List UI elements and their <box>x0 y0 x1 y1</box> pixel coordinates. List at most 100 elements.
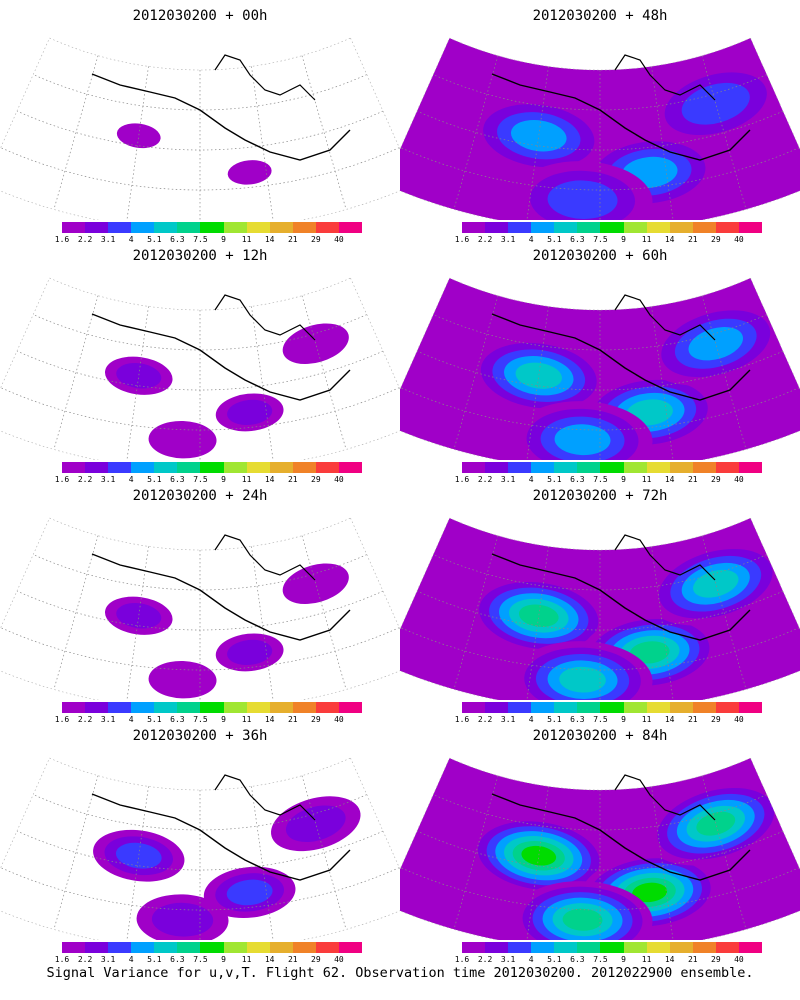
colorbar-segment <box>85 462 109 473</box>
latitude-line <box>33 74 367 111</box>
colorbar-tick-label: 7.5 <box>593 235 608 244</box>
colorbar-segment <box>715 462 739 473</box>
colorbar-segment <box>646 702 670 713</box>
variance-map <box>400 517 800 700</box>
colorbar-segment <box>200 222 224 233</box>
forecast-panel: 2012030200 + 72h 1.6 2.2 3.1 4 5.1 6.3 7.5 9 11 14… <box>400 480 800 730</box>
colorbar-segment <box>554 942 578 953</box>
colorbar-tick-label: 40 <box>734 955 744 964</box>
colorbar-tick-label: 5.1 <box>147 475 162 484</box>
colorbar-segment <box>292 942 316 953</box>
latitude-line <box>16 350 384 391</box>
colorbar-tick-label: 5.1 <box>547 235 562 244</box>
colorbar-tick-label: 5.1 <box>147 235 162 244</box>
colorbar-segment <box>177 222 201 233</box>
panel-title: 2012030200 + 00h <box>132 8 268 24</box>
colorbar-segment <box>623 222 647 233</box>
colorbar-labels: 1.6 2.2 3.1 4 5.1 6.3 7.5 9 11 14 21 29 40 <box>455 715 762 725</box>
coastline <box>491 73 751 161</box>
colorbar-segment <box>223 702 247 713</box>
longitude-line <box>126 306 149 460</box>
colorbar-segment <box>738 462 763 473</box>
latitude-line <box>16 830 384 871</box>
colorbar-segment <box>131 222 155 233</box>
colorbar-segment <box>554 462 578 473</box>
forecast-panel: 2012030200 + 24h 1.6 2.2 3.1 4 5.1 6.3 7.5 9 11 14… <box>0 480 400 730</box>
panel-title: 2012030200 + 36h <box>132 728 268 744</box>
variance-contour <box>227 160 272 185</box>
variance-contour <box>559 666 606 693</box>
colorbar-tick-label: 21 <box>287 235 298 244</box>
colorbar-segment <box>269 702 293 713</box>
latitude-line <box>33 314 367 351</box>
longitude-line <box>53 55 99 210</box>
latitude-line <box>433 794 767 831</box>
colorbar-segment <box>531 942 555 953</box>
colorbar-segment <box>269 222 293 233</box>
coastline <box>491 793 751 881</box>
colorbar-segment <box>315 222 339 233</box>
colorbar-segment <box>269 942 293 953</box>
longitude-line <box>53 775 99 930</box>
colorbar-tick-label: 29 <box>311 955 321 964</box>
colorbar-segment <box>600 702 624 713</box>
colorbar-segment <box>738 702 763 713</box>
colorbar-segment <box>669 222 693 233</box>
colorbar-segment <box>223 942 247 953</box>
colorbar-tick-label: 6.3 <box>170 715 185 724</box>
colorbar-tick-label: 21 <box>687 475 698 484</box>
colorbar-labels: 1.6 2.2 3.1 4 5.1 6.3 7.5 9 11 14 21 29 40 <box>55 715 362 725</box>
forecast-panel: 2012030200 + 00h 1.6 2.2 3.1 4 5.1 6.3 7.5 9 11 14… <box>0 0 400 250</box>
colorbar-tick-label: 14 <box>264 475 275 484</box>
colorbar-tick-label: 14 <box>264 715 275 724</box>
variance-contour <box>227 399 273 426</box>
figure-caption: Signal Variance for u,v,T. Flight 62. Ob… <box>46 965 754 981</box>
colorbar-segment <box>108 702 132 713</box>
map-border <box>400 517 800 700</box>
colorbar-segment <box>623 942 647 953</box>
colorbar-segment <box>508 462 532 473</box>
colorbar-tick-label: 4 <box>528 715 534 724</box>
colorbar <box>462 942 763 953</box>
variance-contour <box>227 639 273 666</box>
colorbar-segment <box>292 462 316 473</box>
longitude-line <box>701 55 747 210</box>
colorbar-tick-label: 21 <box>287 715 298 724</box>
variance-contour <box>285 805 346 843</box>
variance-contour <box>116 602 162 629</box>
colorbar-segment <box>508 702 532 713</box>
colorbar-segment <box>738 942 763 953</box>
coastline <box>614 774 716 821</box>
colorbar-tick-label: 1.6 <box>454 955 470 964</box>
colorbar-tick-label: 9 <box>621 955 626 964</box>
colorbar-tick-label: 7.5 <box>593 955 608 964</box>
colorbar-tick-label: 14 <box>664 715 675 724</box>
variance-map <box>0 277 400 460</box>
colorbar-tick-label: 5.1 <box>547 715 562 724</box>
colorbar-tick-label: 7.5 <box>193 715 208 724</box>
colorbar-labels: 1.6 2.2 3.1 4 5.1 6.3 7.5 9 11 14 21 29 40 <box>455 235 762 245</box>
coastline <box>614 54 716 101</box>
coastline <box>91 313 351 401</box>
colorbar-tick-label: 11 <box>241 715 252 724</box>
colorbar <box>62 462 363 473</box>
map-border <box>0 277 400 460</box>
colorbar-tick-label: 11 <box>641 955 652 964</box>
colorbar-tick-label: 3.1 <box>500 955 516 964</box>
colorbar-tick-label: 2.2 <box>477 475 493 484</box>
latitude-line <box>400 147 800 191</box>
colorbar-segment <box>338 222 363 233</box>
variance-contour <box>632 882 668 903</box>
colorbar-tick-label: 2.2 <box>77 715 93 724</box>
colorbar <box>462 702 763 713</box>
colorbar-tick-label: 29 <box>711 235 721 244</box>
longitude-line <box>301 535 347 690</box>
longitude-line <box>53 535 99 690</box>
forecast-panel: 2012030200 + 36h 1.6 2.2 3.1 4 5.1 6.3 7.5 9 11 14… <box>0 720 400 970</box>
longitude-line <box>651 306 674 460</box>
colorbar-segment <box>692 462 716 473</box>
colorbar-segment <box>85 702 109 713</box>
variance-contour <box>116 123 161 149</box>
colorbar-segment <box>246 942 270 953</box>
coastline <box>214 54 316 101</box>
